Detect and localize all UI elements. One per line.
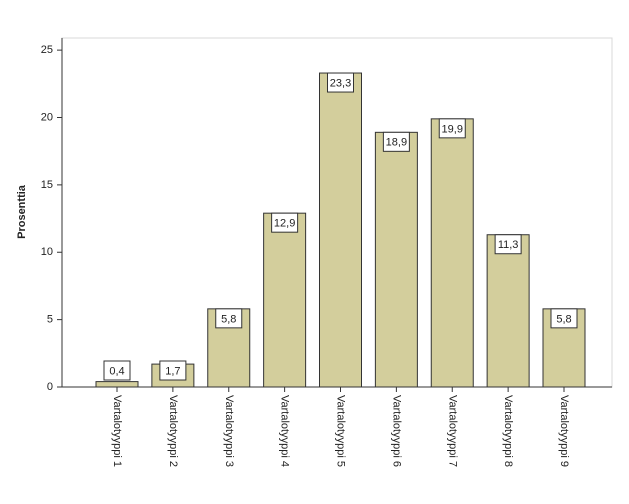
x-tick-label: Vartalotyyppi 7 (446, 395, 458, 467)
x-tick-label: Vartalotyyppi 8 (502, 395, 514, 467)
x-tick-label: Vartalotyyppi 4 (279, 395, 291, 467)
y-tick-label: 20 (41, 111, 53, 123)
y-tick-label: 5 (47, 314, 53, 326)
value-label-box (438, 118, 466, 139)
x-tick-label: Vartalotyyppi 9 (558, 395, 570, 467)
bar (263, 212, 307, 388)
value-label: 1,7 (165, 365, 180, 377)
x-tick-label: Vartalotyyppi 5 (335, 395, 347, 467)
value-label: 12,9 (274, 218, 295, 230)
bar (374, 131, 418, 388)
value-label: 11,3 (498, 239, 519, 251)
value-label-box (550, 308, 578, 329)
y-tick-label: 25 (41, 44, 53, 56)
value-label: 19,9 (442, 123, 463, 135)
value-label-box (327, 72, 354, 93)
x-tick-label: Vartalotyyppi 2 (167, 395, 179, 467)
bar (486, 234, 530, 388)
x-tick-label: Vartalotyyppi 3 (223, 395, 235, 467)
value-label-box (382, 131, 410, 152)
y-axis-title: Prosenttia (16, 184, 28, 239)
x-tick-label: Vartalotyyppi 6 (390, 395, 402, 467)
y-tick-label: 15 (41, 179, 53, 191)
y-tick-label: 10 (41, 246, 53, 258)
value-label-box (271, 212, 299, 233)
value-label-box (494, 234, 522, 255)
x-tick-label: Vartalotyyppi 1 (111, 395, 123, 467)
value-label-box (103, 360, 131, 381)
value-label-box (215, 308, 243, 329)
value-label: 0,4 (109, 365, 124, 377)
value-label: 18,9 (386, 137, 407, 149)
y-tick-label: 0 (47, 381, 53, 393)
bar (430, 118, 474, 388)
value-label: 5,8 (221, 313, 236, 325)
value-label-box (159, 360, 187, 381)
value-label: 5,8 (556, 313, 571, 325)
bar (319, 72, 362, 388)
bar (95, 381, 139, 388)
value-label: 23,3 (330, 77, 351, 89)
